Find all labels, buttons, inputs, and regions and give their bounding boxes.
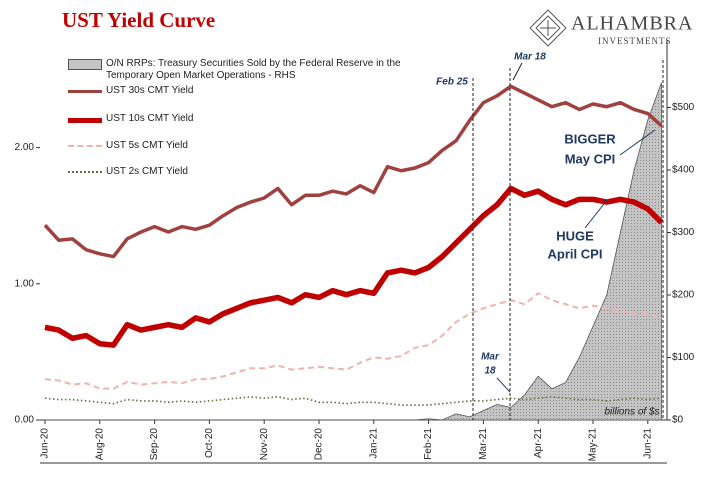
x-tick-label: Feb-21	[423, 428, 434, 460]
series-line	[44, 292, 662, 390]
x-tick-label: Oct-20	[204, 428, 215, 458]
x-tick-label: Sep-20	[149, 428, 160, 461]
x-tick-label: Dec-20	[314, 428, 325, 461]
annotation: Mar	[481, 352, 500, 363]
annotation: billions of $s	[604, 407, 659, 418]
y2-tick-label: $400	[672, 165, 695, 176]
logo-icon	[529, 9, 567, 47]
y2-tick-label: $300	[672, 227, 695, 238]
legend-label: UST 2s CMT Yield	[106, 166, 188, 177]
x-tick-label: Nov-20	[259, 428, 270, 461]
annotation: May CPI	[565, 151, 616, 166]
y-tick-label: 1.00	[15, 278, 35, 289]
legend-swatch	[68, 59, 102, 70]
series-line	[43, 84, 663, 259]
legend-label: UST 5s CMT Yield	[106, 140, 188, 151]
y2-tick-label: $100	[672, 352, 695, 363]
x-tick-label: Jun-20	[40, 428, 51, 459]
annotation: April CPI	[548, 246, 603, 261]
rrp-area	[45, 82, 662, 421]
legend-label: UST 30s CMT Yield	[106, 85, 194, 96]
series-line	[44, 185, 664, 348]
y2-tick-label: $0	[672, 415, 684, 426]
annotation-arrow	[619, 129, 656, 156]
annotation: Mar 18	[514, 52, 546, 63]
y-tick-label: 0.00	[15, 415, 35, 426]
legend-entry: O/N RRPs: Treasury Securities Sold by th…	[68, 58, 406, 82]
y2-tick-label: $200	[672, 290, 695, 301]
annotation: BIGGER	[564, 131, 616, 146]
logo-sub: INVESTMENTS	[598, 36, 672, 46]
series-line	[44, 396, 662, 406]
y2-tick-label: $500	[672, 102, 695, 113]
annotation: 18	[484, 366, 496, 377]
y-tick-label: 2.00	[15, 142, 35, 153]
legend-swatch	[68, 145, 102, 147]
x-tick-label: Aug-20	[94, 428, 105, 461]
legend-swatch	[68, 90, 102, 93]
legend-label: O/N RRPs: Treasury Securities Sold by th…	[106, 58, 401, 81]
legend-swatch	[68, 118, 102, 123]
annotation-arrow	[584, 199, 608, 229]
logo-name: ALHAMBRA	[571, 13, 693, 35]
annotation: Feb 25	[436, 77, 468, 88]
annotation: HUGE	[556, 228, 594, 243]
legend-swatch	[68, 171, 102, 173]
chart-title: UST Yield Curve	[62, 8, 215, 32]
legend-entry: UST 30s CMT Yield	[68, 85, 406, 97]
legend-entry: UST 2s CMT Yield	[68, 166, 406, 178]
legend-entry: UST 10s CMT Yield	[68, 113, 406, 125]
x-tick-label: Mar-21	[478, 428, 489, 460]
annotation-arrow	[496, 377, 511, 393]
x-tick-label: Jun-21	[642, 428, 653, 459]
x-tick-label: May-21	[588, 428, 599, 462]
legend-label: UST 10s CMT Yield	[106, 113, 194, 124]
annotation-arrow	[512, 62, 523, 81]
x-tick-label: Jan-21	[368, 428, 379, 459]
x-tick-label: Apr-21	[533, 428, 544, 458]
legend-entry: UST 5s CMT Yield	[68, 140, 406, 152]
